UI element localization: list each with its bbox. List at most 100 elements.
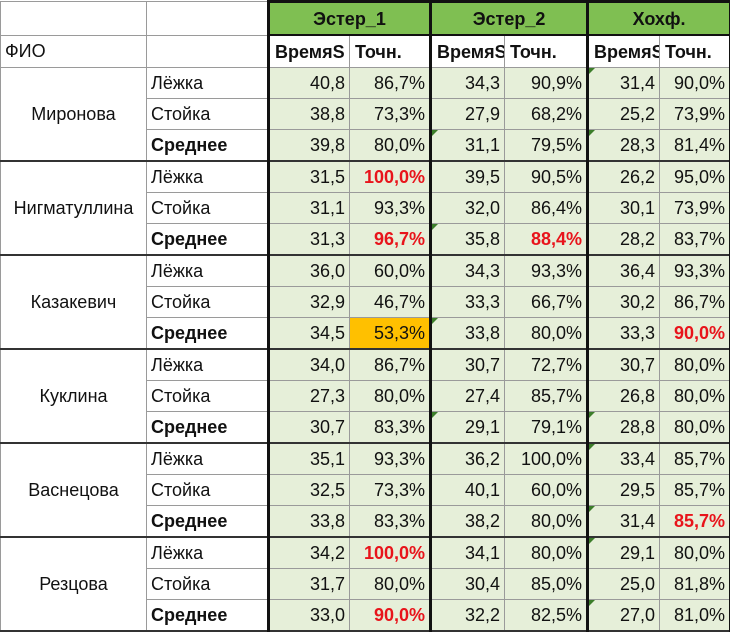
accuracy-value-cell[interactable]: 79,1% (505, 412, 588, 444)
accuracy-value-cell[interactable]: 90,0% (350, 600, 431, 632)
time-value-cell[interactable]: 31,1 (431, 130, 505, 162)
group-header-ester2[interactable]: Эстер_2 (431, 2, 588, 36)
time-value-cell[interactable]: 30,1 (588, 193, 660, 224)
metric-label-cell[interactable]: Лёжка (147, 68, 269, 99)
person-name-cell[interactable]: Куклина (1, 349, 147, 443)
accuracy-value-cell[interactable]: 88,4% (505, 224, 588, 256)
time-value-cell[interactable]: 29,5 (588, 475, 660, 506)
metric-label-cell[interactable]: Лёжка (147, 443, 269, 475)
metric-label-cell[interactable]: Среднее (147, 130, 269, 162)
subheader-time[interactable]: ВремяS (588, 35, 660, 68)
metric-label-cell[interactable]: Лёжка (147, 255, 269, 287)
time-value-cell[interactable]: 34,1 (431, 537, 505, 569)
group-header-hohf[interactable]: Хохф. (588, 2, 730, 36)
time-value-cell[interactable]: 27,3 (269, 381, 350, 412)
time-value-cell[interactable]: 32,9 (269, 287, 350, 318)
time-value-cell[interactable]: 32,0 (431, 193, 505, 224)
time-value-cell[interactable]: 29,1 (431, 412, 505, 444)
accuracy-value-cell[interactable]: 93,3% (350, 193, 431, 224)
time-value-cell[interactable]: 27,4 (431, 381, 505, 412)
accuracy-value-cell[interactable]: 60,0% (505, 475, 588, 506)
accuracy-value-cell[interactable]: 66,7% (505, 287, 588, 318)
accuracy-value-cell[interactable]: 80,0% (350, 569, 431, 600)
accuracy-value-cell[interactable]: 80,0% (505, 506, 588, 538)
time-value-cell[interactable]: 30,7 (588, 349, 660, 381)
accuracy-value-cell[interactable]: 93,3% (350, 443, 431, 475)
time-value-cell[interactable]: 26,2 (588, 161, 660, 193)
time-value-cell[interactable]: 31,3 (269, 224, 350, 256)
accuracy-value-cell[interactable]: 96,7% (350, 224, 431, 256)
subheader-accuracy[interactable]: Точн. (660, 35, 730, 68)
time-value-cell[interactable]: 31,1 (269, 193, 350, 224)
time-value-cell[interactable]: 32,2 (431, 600, 505, 632)
accuracy-value-cell[interactable]: 73,3% (350, 99, 431, 130)
accuracy-value-cell[interactable]: 85,7% (660, 475, 730, 506)
metric-label-cell[interactable]: Стойка (147, 475, 269, 506)
time-value-cell[interactable]: 39,5 (431, 161, 505, 193)
accuracy-value-cell[interactable]: 93,3% (660, 255, 730, 287)
accuracy-value-cell[interactable]: 80,0% (660, 412, 730, 444)
accuracy-value-cell[interactable]: 100,0% (350, 161, 431, 193)
time-value-cell[interactable]: 35,1 (269, 443, 350, 475)
time-value-cell[interactable]: 36,2 (431, 443, 505, 475)
metric-label-cell[interactable]: Среднее (147, 224, 269, 256)
time-value-cell[interactable]: 28,3 (588, 130, 660, 162)
accuracy-value-cell[interactable]: 73,9% (660, 99, 730, 130)
metric-label-cell[interactable]: Среднее (147, 600, 269, 632)
accuracy-value-cell[interactable]: 86,7% (660, 287, 730, 318)
time-value-cell[interactable]: 26,8 (588, 381, 660, 412)
metric-label-cell[interactable]: Среднее (147, 318, 269, 350)
time-value-cell[interactable]: 38,8 (269, 99, 350, 130)
group-header-ester1[interactable]: Эстер_1 (269, 2, 431, 36)
time-value-cell[interactable]: 29,1 (588, 537, 660, 569)
time-value-cell[interactable]: 28,2 (588, 224, 660, 256)
time-value-cell[interactable]: 40,1 (431, 475, 505, 506)
time-value-cell[interactable]: 31,4 (588, 68, 660, 99)
time-value-cell[interactable]: 34,3 (431, 255, 505, 287)
person-name-cell[interactable]: Миронова (1, 68, 147, 162)
metric-label-cell[interactable]: Стойка (147, 193, 269, 224)
accuracy-value-cell[interactable]: 83,3% (350, 412, 431, 444)
fio-header[interactable]: ФИО (1, 35, 147, 68)
accuracy-value-cell[interactable]: 95,0% (660, 161, 730, 193)
metric-label-cell[interactable]: Среднее (147, 506, 269, 538)
accuracy-value-cell[interactable]: 85,0% (505, 569, 588, 600)
time-value-cell[interactable]: 33,3 (588, 318, 660, 350)
person-name-cell[interactable]: Васнецова (1, 443, 147, 537)
accuracy-value-cell[interactable]: 68,2% (505, 99, 588, 130)
person-name-cell[interactable]: Нигматуллина (1, 161, 147, 255)
metric-label-cell[interactable]: Среднее (147, 412, 269, 444)
time-value-cell[interactable]: 31,4 (588, 506, 660, 538)
header-blank-cell[interactable] (147, 2, 269, 36)
accuracy-value-cell[interactable]: 85,7% (660, 443, 730, 475)
accuracy-value-cell[interactable]: 80,0% (505, 318, 588, 350)
accuracy-value-cell[interactable]: 81,0% (660, 600, 730, 632)
time-value-cell[interactable]: 33,8 (269, 506, 350, 538)
accuracy-value-cell[interactable]: 100,0% (505, 443, 588, 475)
time-value-cell[interactable]: 27,9 (431, 99, 505, 130)
metric-label-cell[interactable]: Стойка (147, 99, 269, 130)
time-value-cell[interactable]: 33,3 (431, 287, 505, 318)
accuracy-value-cell[interactable]: 82,5% (505, 600, 588, 632)
time-value-cell[interactable]: 35,8 (431, 224, 505, 256)
time-value-cell[interactable]: 34,5 (269, 318, 350, 350)
accuracy-value-cell[interactable]: 72,7% (505, 349, 588, 381)
time-value-cell[interactable]: 33,8 (431, 318, 505, 350)
time-value-cell[interactable]: 30,2 (588, 287, 660, 318)
accuracy-value-cell[interactable]: 46,7% (350, 287, 431, 318)
accuracy-value-cell[interactable]: 93,3% (505, 255, 588, 287)
accuracy-value-cell[interactable]: 81,4% (660, 130, 730, 162)
header-blank-cell[interactable] (1, 2, 147, 36)
accuracy-value-cell[interactable]: 86,7% (350, 68, 431, 99)
accuracy-value-cell[interactable]: 90,0% (660, 68, 730, 99)
accuracy-value-cell[interactable]: 90,0% (660, 318, 730, 350)
time-value-cell[interactable]: 30,7 (269, 412, 350, 444)
time-value-cell[interactable]: 34,2 (269, 537, 350, 569)
subheader-accuracy[interactable]: Точн. (350, 35, 431, 68)
time-value-cell[interactable]: 33,4 (588, 443, 660, 475)
accuracy-value-cell[interactable]: 81,8% (660, 569, 730, 600)
time-value-cell[interactable]: 38,2 (431, 506, 505, 538)
time-value-cell[interactable]: 34,0 (269, 349, 350, 381)
metric-label-cell[interactable]: Лёжка (147, 537, 269, 569)
accuracy-value-cell[interactable]: 80,0% (660, 537, 730, 569)
